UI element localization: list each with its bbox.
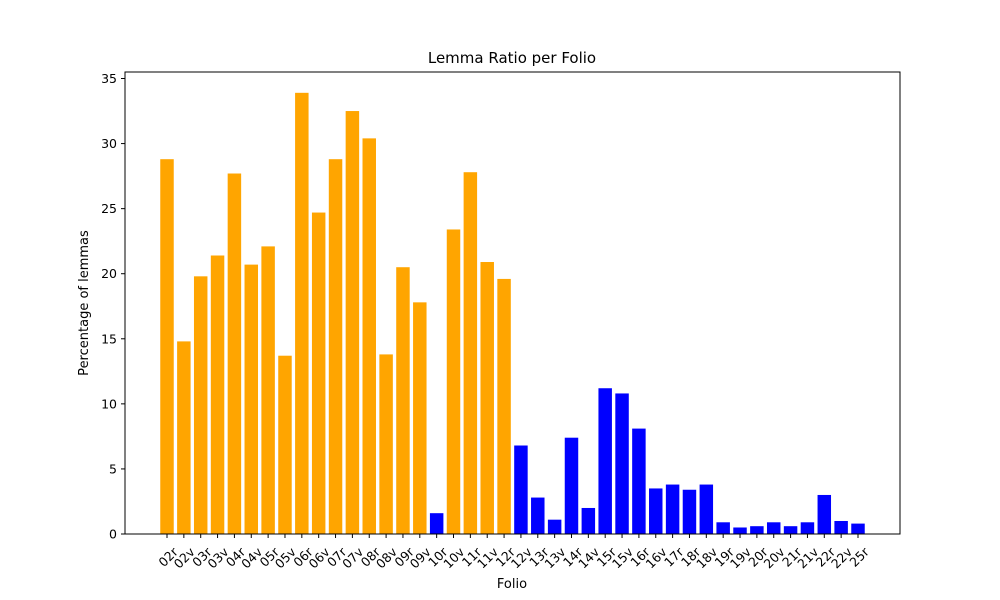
bar-18v (699, 484, 714, 534)
y-tick-label: 35 (101, 71, 117, 86)
y-tick-label: 0 (109, 527, 117, 542)
bar-09r (396, 267, 410, 534)
bar-16v (649, 488, 663, 534)
chart-title: Lemma Ratio per Folio (428, 49, 596, 67)
y-tick-label: 30 (101, 136, 117, 151)
bar-02v (177, 341, 191, 534)
bar-10r (429, 513, 444, 534)
bar-02r (160, 159, 174, 534)
bar-17r (665, 484, 680, 534)
y-tick-label: 25 (101, 201, 117, 216)
bar-08r (362, 138, 376, 534)
bar-11v (480, 262, 494, 534)
bar-14v (581, 507, 596, 534)
y-tick-label: 10 (101, 396, 117, 411)
bar-03v (210, 255, 225, 534)
bar-18r (682, 489, 697, 534)
bar-06r (295, 92, 309, 534)
bar-10v (446, 229, 461, 534)
bar-15r (598, 388, 612, 534)
y-tick-label: 20 (101, 266, 117, 281)
plot-frame (124, 71, 901, 535)
bar-15v (615, 393, 629, 534)
bar-05r (261, 246, 275, 534)
bar-11r (463, 172, 478, 534)
bar-12r (497, 278, 511, 534)
bar-13v (547, 519, 562, 534)
bar-16r (632, 428, 646, 534)
bar-22v (834, 520, 848, 534)
bar-07v (345, 111, 360, 534)
bar-21v (800, 522, 815, 534)
bar-20r (750, 526, 764, 534)
bar-09v (413, 302, 427, 534)
x-tick-label: 25r (846, 544, 872, 570)
bar-08v (379, 354, 393, 534)
x-axis-label: Folio (497, 577, 527, 592)
bar-03r (193, 276, 208, 534)
bar-07r (328, 159, 343, 534)
bar-14r (564, 437, 579, 534)
y-axis: 0 5 10 15 20 25 30 35 (101, 71, 125, 542)
y-tick-label: 5 (109, 461, 117, 476)
bar-06v (311, 212, 326, 535)
bar-20v (766, 522, 781, 534)
bar-22r (817, 494, 832, 534)
bar-13r (531, 497, 545, 534)
bars-group (160, 92, 865, 535)
bar-04r (227, 173, 242, 534)
bar-19v (733, 527, 747, 534)
bar-19r (716, 522, 730, 534)
bar-12v (514, 445, 528, 534)
bar-05v (278, 355, 292, 534)
bar-04v (244, 264, 259, 534)
x-axis: 02r02v03r03v04r04v05r05v06r06v07r07v08r0… (155, 534, 873, 571)
bar-21r (783, 526, 798, 534)
bar-25r (851, 523, 865, 534)
y-tick-label: 15 (101, 331, 117, 346)
y-axis-label: Percentage of lemmas (77, 230, 92, 376)
